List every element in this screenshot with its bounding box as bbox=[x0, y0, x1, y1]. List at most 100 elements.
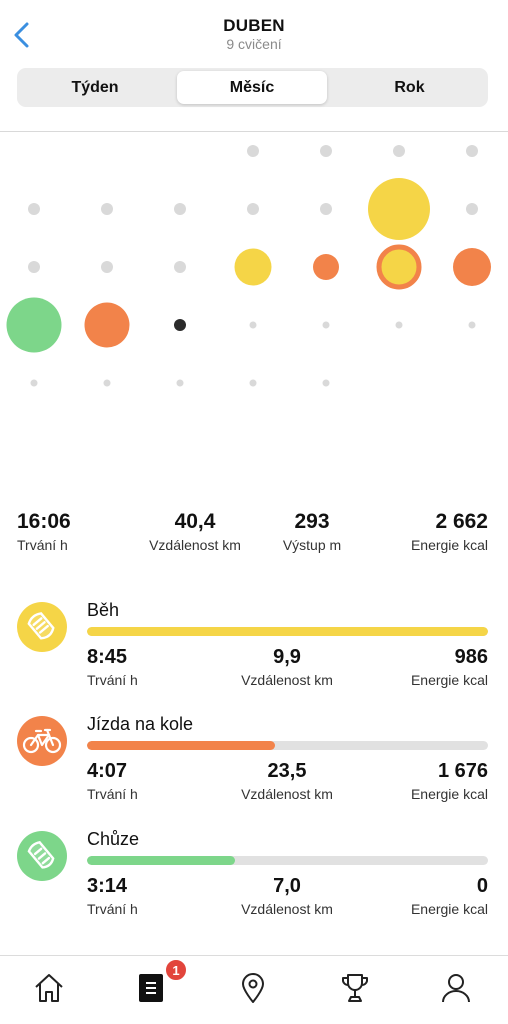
bottom-nav bbox=[0, 955, 508, 1024]
calendar-day-running[interactable] bbox=[234, 248, 272, 286]
tab-week[interactable]: Týden bbox=[71, 79, 119, 96]
calendar-day-multi[interactable] bbox=[376, 244, 422, 290]
activity-cycling[interactable]: Jízda na kole 4:07 Trvání h 23,5 Vzdálen… bbox=[0, 714, 508, 824]
calendar-day-rest[interactable] bbox=[466, 203, 478, 215]
activity-energy: 986 Energie kcal bbox=[380, 646, 488, 688]
activity-distance-value: 23,5 bbox=[267, 760, 307, 782]
calendar-day-cycling[interactable] bbox=[84, 302, 130, 348]
total-energy-value: 2 662 bbox=[435, 510, 488, 533]
activity-energy-label: Energie kcal bbox=[410, 672, 488, 688]
calendar-day-future[interactable] bbox=[249, 379, 257, 387]
nav-profile[interactable] bbox=[436, 968, 476, 1008]
calendar-day-rest[interactable] bbox=[101, 261, 113, 273]
tab-year[interactable]: Rok bbox=[394, 79, 425, 96]
calendar-day-future[interactable] bbox=[176, 379, 184, 387]
activity-duration: 4:07 Trvání h bbox=[87, 760, 138, 802]
calendar-day-rest[interactable] bbox=[393, 145, 405, 157]
activity-progress-fill bbox=[87, 856, 236, 865]
activity-distance: 23,5 Vzdálenost km bbox=[232, 760, 342, 802]
activity-energy-value: 986 bbox=[454, 646, 488, 668]
month-calendar bbox=[0, 132, 508, 412]
activity-progress-track bbox=[87, 627, 488, 636]
total-distance-label: Vzdálenost km bbox=[149, 537, 241, 553]
home-icon bbox=[35, 974, 63, 1002]
bicycle-icon bbox=[17, 716, 67, 766]
activity-energy-label: Energie kcal bbox=[410, 901, 488, 917]
nav-map[interactable] bbox=[233, 968, 273, 1008]
activity-name: Chůze bbox=[87, 829, 140, 849]
walking-shoe-icon bbox=[17, 831, 67, 881]
activity-duration-label: Trvání h bbox=[87, 901, 138, 917]
calendar-day-rest[interactable] bbox=[247, 145, 259, 157]
chevron-left-icon bbox=[14, 22, 29, 48]
activity-duration-value: 8:45 bbox=[87, 646, 128, 668]
calendar-day-today[interactable] bbox=[174, 319, 186, 331]
calendar-day-rest[interactable] bbox=[28, 203, 40, 215]
activity-name: Jízda na kole bbox=[87, 714, 194, 734]
running-shoe-icon bbox=[17, 602, 67, 652]
activity-distance-value: 9,9 bbox=[273, 646, 301, 668]
header: DUBEN 9 cvičení bbox=[0, 0, 508, 62]
calendar-day-future[interactable] bbox=[395, 321, 403, 329]
activity-distance: 7,0 Vzdálenost km bbox=[232, 875, 342, 917]
calendar-day-rest[interactable] bbox=[28, 261, 40, 273]
calendar-day-future[interactable] bbox=[249, 321, 257, 329]
nav-diary[interactable] bbox=[131, 968, 171, 1008]
activity-distance-value: 7,0 bbox=[273, 875, 301, 897]
activity-distance-label: Vzdálenost km bbox=[241, 786, 333, 802]
activity-progress-track bbox=[87, 856, 488, 865]
calendar-day-running[interactable] bbox=[368, 178, 430, 240]
activity-progress-track bbox=[87, 741, 488, 750]
activity-distance-label: Vzdálenost km bbox=[241, 672, 333, 688]
calendar-day-rest[interactable] bbox=[320, 203, 332, 215]
header-divider bbox=[0, 131, 508, 132]
total-energy: 2 662 Energie kcal bbox=[380, 510, 488, 553]
calendar-day-rest[interactable] bbox=[174, 261, 186, 273]
activity-duration-label: Trvání h bbox=[87, 672, 138, 688]
activity-running[interactable]: Běh 8:45 Trvání h 9,9 Vzdálenost km 986 … bbox=[0, 600, 508, 710]
total-ascent-label: Výstup m bbox=[282, 537, 342, 553]
total-distance: 40,4 Vzdálenost km bbox=[140, 510, 250, 553]
calendar-day-rest[interactable] bbox=[101, 203, 113, 215]
calendar-day-future[interactable] bbox=[322, 379, 330, 387]
activity-duration-label: Trvání h bbox=[87, 786, 138, 802]
activity-duration: 8:45 Trvání h bbox=[87, 646, 138, 688]
calendar-day-future[interactable] bbox=[468, 321, 476, 329]
calendar-day-rest[interactable] bbox=[320, 145, 332, 157]
activity-energy: 0 Energie kcal bbox=[380, 875, 488, 917]
activity-distance: 9,9 Vzdálenost km bbox=[232, 646, 342, 688]
calendar-day-future[interactable] bbox=[322, 321, 330, 329]
total-energy-label: Energie kcal bbox=[410, 537, 488, 553]
activity-energy-value: 0 bbox=[476, 875, 488, 897]
diary-icon bbox=[139, 974, 163, 1002]
calendar-day-rest[interactable] bbox=[174, 203, 186, 215]
activity-duration-value: 3:14 bbox=[87, 875, 128, 897]
map-pin-icon bbox=[242, 973, 264, 1003]
calendar-day-future[interactable] bbox=[30, 379, 38, 387]
activity-walking[interactable]: Chůze 3:14 Trvání h 7,0 Vzdálenost km 0 … bbox=[0, 829, 508, 939]
page-title: DUBEN bbox=[223, 16, 285, 35]
calendar-day-rest[interactable] bbox=[466, 145, 478, 157]
notification-badge: 1 bbox=[165, 959, 187, 981]
calendar-day-rest[interactable] bbox=[247, 203, 259, 215]
nav-home[interactable] bbox=[29, 968, 69, 1008]
activity-progress-fill bbox=[87, 627, 488, 636]
activity-distance-label: Vzdálenost km bbox=[241, 901, 333, 917]
nav-achievements[interactable] bbox=[335, 968, 375, 1008]
activity-energy: 1 676 Energie kcal bbox=[380, 760, 488, 802]
period-selector: Týden Měsíc Rok bbox=[17, 68, 488, 107]
calendar-day-cycling[interactable] bbox=[453, 248, 491, 286]
calendar-day-cycling[interactable] bbox=[313, 254, 339, 280]
tab-month[interactable]: Měsíc bbox=[177, 71, 327, 104]
activity-energy-value: 1 676 bbox=[437, 760, 488, 782]
activity-duration-value: 4:07 bbox=[87, 760, 128, 782]
profile-icon bbox=[442, 974, 470, 1003]
calendar-day-walking[interactable] bbox=[6, 297, 62, 353]
activity-progress-fill bbox=[87, 741, 276, 750]
total-duration-label: Trvání h bbox=[17, 537, 68, 553]
total-ascent: 293 Výstup m bbox=[272, 510, 352, 553]
back-button[interactable] bbox=[8, 18, 36, 52]
calendar-day-future[interactable] bbox=[103, 379, 111, 387]
total-duration: 16:06 Trvání h bbox=[17, 510, 71, 553]
activity-energy-label: Energie kcal bbox=[410, 786, 488, 802]
